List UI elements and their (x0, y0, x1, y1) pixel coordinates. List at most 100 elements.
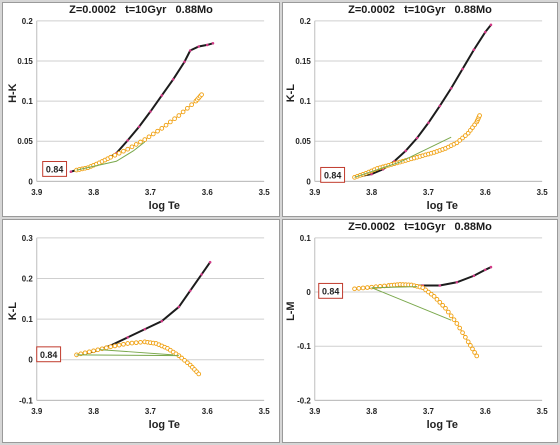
data-point-magenta (188, 49, 192, 52)
data-point-magenta (197, 45, 201, 48)
data-point-orange (133, 340, 139, 346)
y-tick-label: 0 (306, 288, 311, 297)
y-tick-label: 0.15 (295, 57, 311, 66)
x-tick-label: 3.9 (309, 188, 321, 197)
chart-svg: -0.2 -0.1 0 0.1 3.9 3.8 3.7 3.6 3.5 log Te L-M 0.84 (285, 234, 549, 431)
data-point-magenta (489, 265, 493, 269)
data-point-orange (352, 286, 357, 292)
y-tick-label: 0.2 (22, 17, 34, 26)
mass-label-text: 0.84 (40, 350, 57, 360)
series-line-green (371, 286, 418, 289)
data-point-orange (108, 154, 113, 160)
data-point-orange (129, 144, 135, 150)
data-point-orange (138, 339, 143, 345)
data-point-orange (477, 113, 482, 118)
data-point-magenta (438, 284, 442, 287)
data-point-orange (108, 344, 113, 350)
y-tick-label: 0 (306, 177, 311, 186)
x-axis-label: log Te (427, 419, 458, 431)
data-point-orange (182, 358, 187, 363)
y-tick-label: 0 (28, 177, 33, 186)
x-tick-label: 3.6 (480, 188, 492, 197)
x-tick-label: 3.5 (537, 188, 549, 197)
data-point-orange (125, 341, 131, 346)
data-point-orange (112, 152, 118, 158)
data-point-orange (199, 92, 204, 97)
chart-panel-kl-top: Z=0.0002 t=10Gyr 0.88Mo 0 0.05 0.1 0.15 0.2 3… (282, 2, 558, 217)
data-point-orange (463, 334, 468, 340)
chart-title: Z=0.0002 t=10Gyr 0.88Mo (69, 4, 213, 16)
chart-title: Z=0.0002 t=10Gyr 0.88Mo (348, 4, 492, 16)
x-tick-label: 3.8 (88, 407, 100, 416)
data-point-magenta (415, 136, 419, 140)
x-tick-label: 3.5 (537, 407, 549, 416)
data-point-magenta (472, 274, 476, 278)
data-point-magenta (483, 268, 487, 272)
series-line-orange (76, 94, 202, 171)
x-tick-label: 3.6 (480, 407, 492, 416)
data-point-magenta (455, 280, 459, 284)
data-point-magenta (137, 125, 141, 129)
data-point-orange (116, 150, 122, 156)
y-tick-label: -0.2 (297, 396, 311, 405)
chart-svg: 0 0.05 0.1 0.15 0.2 3.9 3.8 3.7 3.6 3.5 log Te K-L 0… (285, 17, 549, 212)
data-point-magenta (205, 43, 209, 47)
data-point-orange (454, 140, 460, 146)
data-point-orange (474, 353, 480, 359)
x-tick-label: 3.5 (259, 188, 271, 197)
series-line-green (371, 287, 452, 321)
data-point-orange (443, 305, 448, 311)
x-tick-label: 3.9 (31, 407, 43, 416)
data-point-orange (116, 342, 122, 348)
x-tick-label: 3.9 (31, 188, 43, 197)
data-point-magenta (483, 30, 487, 34)
y-tick-label: 0.1 (22, 315, 34, 324)
mass-label-box (42, 161, 68, 177)
y-tick-label: -0.1 (297, 342, 311, 351)
data-point-orange (448, 313, 454, 319)
series-line-green (99, 349, 174, 356)
data-point-magenta (472, 48, 476, 52)
data-point-orange (457, 325, 463, 331)
y-tick-label: 0.1 (300, 97, 312, 106)
data-point-orange (437, 299, 443, 305)
data-point-orange (356, 286, 362, 291)
data-point-orange (360, 285, 366, 291)
data-point-orange (365, 285, 370, 290)
x-axis-label: log Te (149, 200, 180, 212)
data-point-orange (460, 330, 465, 335)
data-point-orange (86, 349, 92, 355)
data-point-orange (125, 146, 131, 152)
data-point-orange (138, 139, 143, 145)
data-point-orange (431, 294, 437, 299)
chart-svg: -0.1 0 0.1 0.2 0.3 3.9 3.8 3.7 3.6 3.5 log Te K-L 0.… (7, 234, 270, 431)
data-point-magenta (427, 121, 430, 125)
data-point-orange (463, 133, 468, 138)
data-point-magenta (188, 289, 192, 292)
mass-label-box (320, 166, 346, 183)
data-point-orange (155, 128, 160, 134)
data-point-magenta (160, 94, 164, 97)
data-point-orange (185, 105, 190, 111)
data-point-orange (150, 131, 156, 137)
data-point-orange (185, 360, 190, 366)
data-point-orange (167, 119, 173, 125)
data-point-orange (172, 116, 177, 122)
data-point-orange (163, 122, 169, 128)
chart-panel-lm: Z=0.0002 t=10Gyr 0.88Mo -0.2 -0.1 0 0.1 3.9 3… (282, 219, 558, 443)
data-point-magenta (200, 273, 203, 276)
data-point-orange (189, 102, 194, 108)
data-point-magenta (461, 67, 464, 71)
x-tick-label: 3.7 (145, 188, 157, 197)
x-axis-label: log Te (149, 419, 180, 431)
data-point-magenta (183, 60, 186, 64)
data-point-orange (454, 321, 460, 326)
data-point-magenta (211, 42, 215, 45)
data-point-orange (179, 355, 185, 361)
chart-title: Z=0.0002 t=10Gyr 0.88Mo (348, 221, 492, 233)
mass-label-box (318, 282, 344, 299)
data-point-magenta (143, 327, 147, 331)
y-axis-label: K-L (7, 302, 19, 320)
data-point-orange (95, 347, 101, 353)
data-point-orange (196, 371, 202, 377)
